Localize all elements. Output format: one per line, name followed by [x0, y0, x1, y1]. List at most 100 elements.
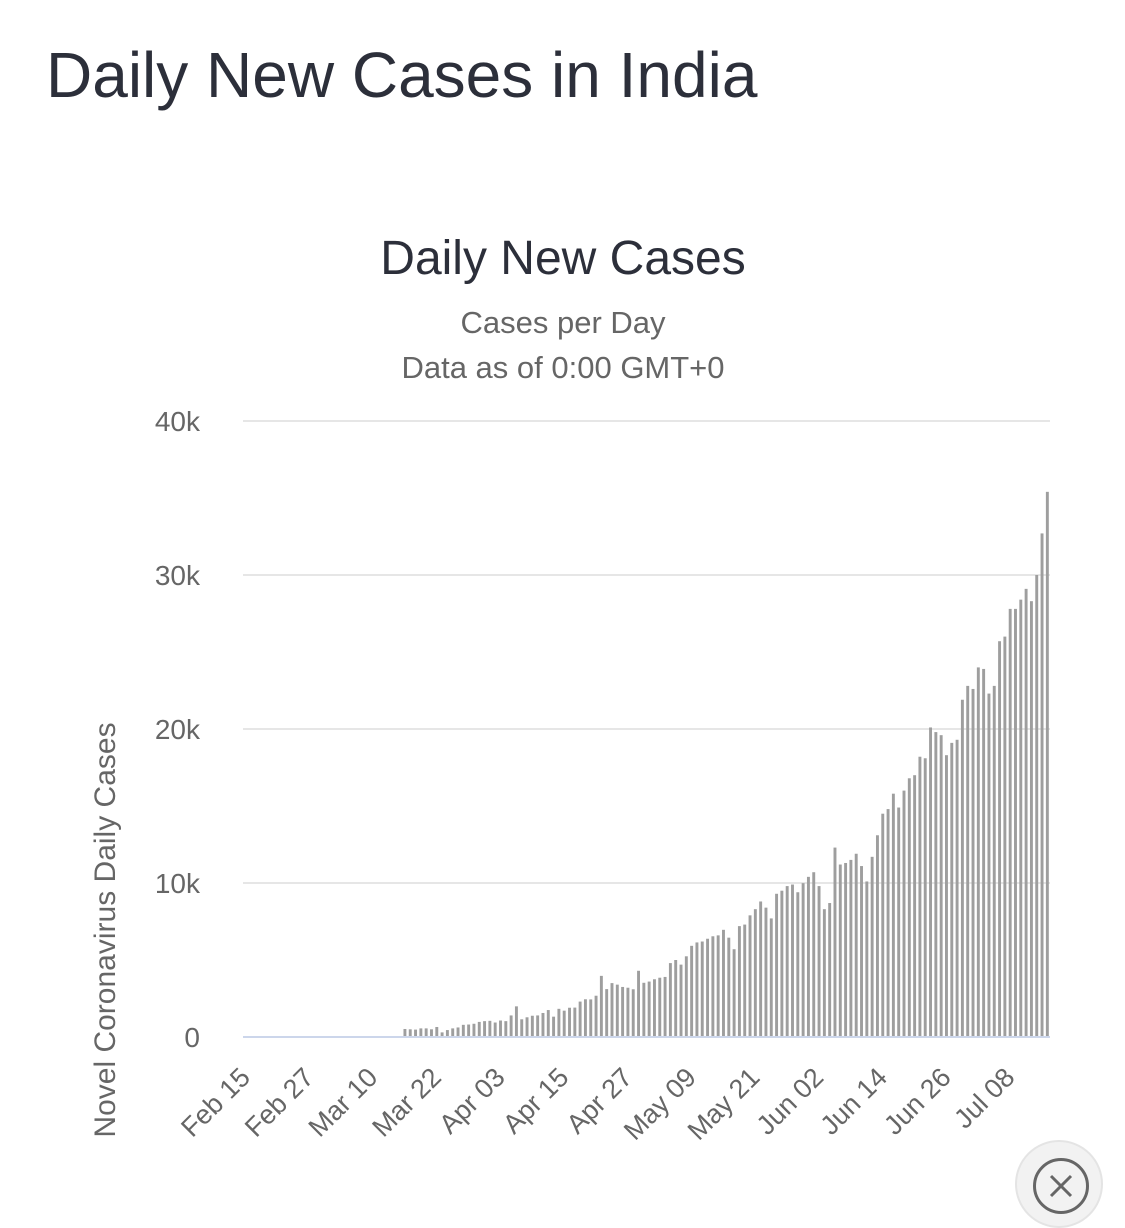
bar[interactable] — [610, 983, 614, 1037]
bar[interactable] — [663, 976, 667, 1037]
bar[interactable] — [1014, 608, 1017, 1037]
bar[interactable] — [414, 1029, 418, 1037]
bar[interactable] — [992, 685, 996, 1037]
bar[interactable] — [552, 1016, 556, 1037]
bar[interactable] — [483, 1021, 487, 1037]
bar[interactable] — [913, 775, 917, 1037]
bar[interactable] — [419, 1028, 423, 1037]
bar[interactable] — [509, 1015, 513, 1037]
bar[interactable] — [854, 853, 858, 1037]
bar[interactable] — [907, 778, 911, 1037]
bar[interactable] — [493, 1022, 497, 1037]
bar[interactable] — [929, 727, 932, 1037]
bar[interactable] — [647, 981, 651, 1037]
bar[interactable] — [764, 907, 768, 1037]
bar[interactable] — [775, 893, 779, 1037]
bar[interactable] — [690, 945, 694, 1037]
bar[interactable] — [573, 1007, 577, 1037]
bar[interactable] — [583, 999, 587, 1037]
bar[interactable] — [838, 864, 842, 1037]
bar[interactable] — [860, 866, 863, 1037]
bar[interactable] — [1045, 491, 1049, 1038]
bar[interactable] — [514, 1006, 518, 1037]
bar[interactable] — [801, 883, 805, 1037]
bar[interactable] — [769, 918, 773, 1037]
bar[interactable] — [753, 909, 757, 1037]
bar[interactable] — [440, 1032, 444, 1037]
bar[interactable] — [950, 742, 954, 1037]
bar[interactable] — [1008, 608, 1012, 1037]
bar[interactable] — [998, 641, 1002, 1037]
bar[interactable] — [780, 890, 784, 1037]
bar[interactable] — [679, 964, 683, 1037]
bar[interactable] — [1003, 636, 1007, 1037]
bar[interactable] — [520, 1019, 524, 1037]
bar[interactable] — [939, 735, 943, 1037]
bar[interactable] — [637, 970, 640, 1037]
bar[interactable] — [833, 847, 837, 1037]
bar[interactable] — [759, 901, 763, 1037]
bar[interactable] — [536, 1015, 540, 1037]
bar[interactable] — [621, 986, 625, 1037]
bar[interactable] — [700, 941, 704, 1037]
bar[interactable] — [642, 982, 646, 1037]
bar[interactable] — [791, 884, 794, 1037]
bar[interactable] — [748, 915, 752, 1037]
bar[interactable] — [1040, 533, 1044, 1037]
bar[interactable] — [684, 956, 688, 1037]
bar[interactable] — [960, 699, 964, 1037]
bar[interactable] — [716, 935, 720, 1037]
bar[interactable] — [578, 1001, 582, 1037]
bar[interactable] — [806, 876, 810, 1037]
bar[interactable] — [668, 963, 672, 1037]
bar[interactable] — [599, 975, 603, 1037]
bar[interactable] — [1029, 601, 1033, 1037]
bar[interactable] — [695, 942, 699, 1037]
bar[interactable] — [955, 739, 959, 1037]
bar[interactable] — [875, 835, 879, 1037]
bar[interactable] — [822, 909, 826, 1037]
bar[interactable] — [504, 1021, 508, 1037]
bar[interactable] — [674, 960, 678, 1037]
bar[interactable] — [971, 688, 975, 1037]
bar[interactable] — [812, 872, 816, 1037]
bar[interactable] — [982, 668, 986, 1037]
bar[interactable] — [461, 1024, 465, 1037]
bar[interactable] — [626, 987, 630, 1037]
bar[interactable] — [891, 793, 895, 1037]
bar[interactable] — [615, 984, 619, 1037]
bar[interactable] — [451, 1028, 455, 1037]
bar[interactable] — [530, 1015, 534, 1037]
bar[interactable] — [902, 790, 906, 1037]
bar[interactable] — [732, 949, 736, 1037]
bar[interactable] — [403, 1028, 407, 1037]
bar[interactable] — [987, 693, 991, 1037]
bar[interactable] — [737, 926, 741, 1037]
bar[interactable] — [897, 807, 901, 1037]
bar[interactable] — [546, 1010, 550, 1037]
bar[interactable] — [918, 756, 922, 1037]
bar[interactable] — [796, 892, 800, 1037]
bar[interactable] — [1024, 588, 1028, 1037]
bar[interactable] — [477, 1021, 481, 1037]
close-button[interactable] — [1015, 1140, 1103, 1228]
bar[interactable] — [424, 1028, 428, 1037]
bar[interactable] — [886, 809, 890, 1037]
bar[interactable] — [743, 924, 747, 1037]
bar[interactable] — [499, 1020, 502, 1037]
bar[interactable] — [966, 685, 970, 1037]
bar[interactable] — [445, 1030, 449, 1037]
bar[interactable] — [557, 1008, 561, 1037]
bar[interactable] — [881, 813, 885, 1037]
bar[interactable] — [870, 856, 874, 1037]
bar[interactable] — [844, 862, 848, 1037]
bar[interactable] — [408, 1029, 412, 1037]
bar[interactable] — [488, 1020, 492, 1037]
bar[interactable] — [849, 859, 853, 1037]
bar[interactable] — [1035, 575, 1039, 1037]
bar[interactable] — [435, 1026, 439, 1037]
bar[interactable] — [722, 929, 725, 1037]
bar[interactable] — [430, 1029, 433, 1037]
bar[interactable] — [541, 1012, 545, 1037]
bar[interactable] — [945, 755, 948, 1037]
